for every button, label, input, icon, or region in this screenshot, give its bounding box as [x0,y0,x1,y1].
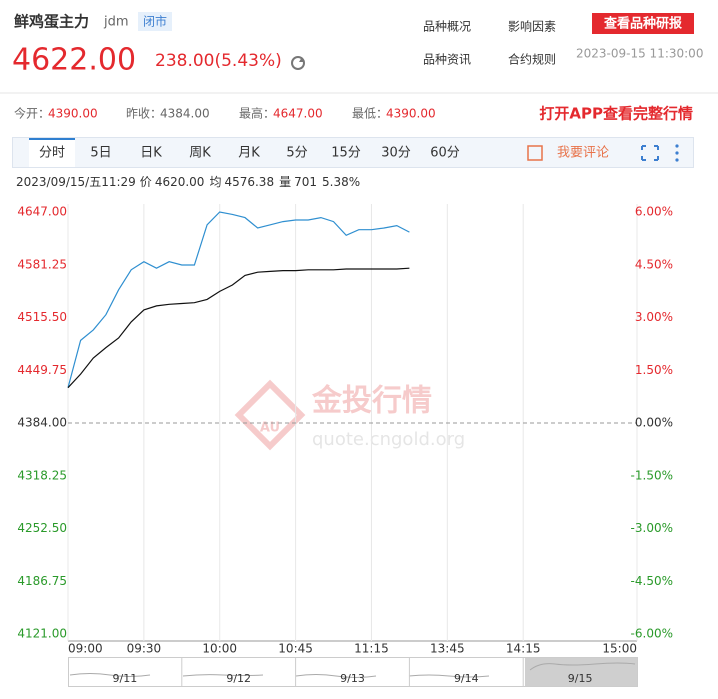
y-tick-label: 4449.75 [17,363,67,377]
x-tick-label: 15:00 [602,642,637,656]
status-badge [138,12,172,31]
x-tick-label: 09:00 [68,642,103,656]
y-tick-label: 4581.25 [17,257,67,271]
x-tick-label: 11:15 [354,642,389,656]
x-tick-label: 13:45 [430,642,465,656]
price-line [67,211,410,388]
report-button-text[interactable]: 查看品种研报 [603,16,683,32]
info-label: 价 [140,175,152,189]
price-line [67,267,410,389]
info-value: 4576.38 [224,175,274,189]
y-tick-label: 4186.75 [17,574,67,588]
stat-value: 4384.00 [160,107,210,121]
info-label: 量 [279,175,291,189]
navigator-date: 9/15 [568,672,593,685]
fullscreen-icon[interactable] [641,145,659,161]
tab[interactable]: 5分 [286,146,307,161]
watermark: AU 金投行情 quote.cngold.org [234,379,465,451]
y2-tick-label: 6.00% [635,205,673,219]
info-value: 5.38% [322,175,360,189]
active-tab [29,138,75,167]
navigator-date: 9/11 [113,672,138,685]
y2-tick-label: -4.50% [631,574,673,588]
y-tick-label: 4252.50 [17,521,67,535]
y-tick-label: 4384.00 [17,416,67,430]
navigator-sparkline [69,662,636,678]
app-link[interactable]: 打开APP查看完整行情 [539,105,693,123]
y-tick-label: 4318.25 [17,468,67,482]
x-tick-label: 09:30 [127,642,162,656]
watermark-url: quote.cngold.org [312,429,465,450]
info-label: 均 [209,175,221,189]
link[interactable]: 影响因素 [508,19,556,34]
tab[interactable]: 30分 [381,146,411,161]
info-value: 4620.00 [155,175,205,189]
stat-label: 今开： [14,106,50,121]
y2-tick-label: 3.00% [635,310,673,324]
watermark-logo [234,379,306,451]
x-tick-label: 14:15 [506,642,541,656]
more-icon[interactable] [675,144,679,162]
stat-label: 最低： [352,107,388,121]
navigator-date: 9/12 [226,672,251,685]
comment-icon[interactable] [527,145,543,161]
comment-link[interactable]: 我要评论 [557,146,609,161]
tab[interactable]: 分时 [39,146,65,161]
tab[interactable]: 月K [238,146,260,161]
y2-tick-label: -6.00% [631,627,673,641]
stat-label: 最高： [239,106,275,121]
y2-tick-label: 4.50% [635,257,673,271]
stat-value: 4390.00 [386,107,436,121]
x-tick-label: 10:45 [278,642,313,656]
y2-tick-label: 1.50% [635,363,673,377]
info-line: 2023/09/15/五11:29 价 4620.00 均 4576.38 量 701 5.3… [16,175,360,189]
stat-value: 4390.00 [48,107,98,121]
price-change: 238.00(5.43%) [155,51,282,71]
tab-bar [12,137,694,168]
report-button[interactable] [592,13,694,34]
y2-tick-label: -3.00% [631,521,673,535]
tab[interactable]: 15分 [331,146,361,161]
status-text: 闭市 [143,14,167,29]
x-tick-label: 10:00 [202,642,237,656]
tab[interactable]: 5日 [90,146,111,161]
link[interactable]: 合约规则 [508,52,556,67]
y2-tick-label: -1.50% [631,468,673,482]
watermark-logo-text: AU [260,421,280,436]
tab[interactable]: 60分 [430,146,460,161]
y-tick-label: 4121.00 [17,627,67,641]
stat-label: 昨收： [126,107,162,121]
product-code: jdm [103,15,129,30]
tab[interactable]: 日K [140,146,162,161]
y2-tick-label: 0.00% [635,416,673,430]
info-value: 701 [294,175,317,189]
stat-value: 4647.00 [273,107,323,121]
navigator-date: 9/14 [454,672,479,685]
timestamp: 2023-09-15 11:30:00 [576,47,703,61]
price: 4622.00 [12,43,136,78]
link[interactable]: 品种概况 [423,20,471,34]
product-name: 鲜鸡蛋主力 [14,13,89,31]
refresh-icon[interactable] [291,56,305,70]
link[interactable]: 品种资讯 [423,53,471,67]
chart: 09:00 09:30 10:00 10:45 11:15 13:45 14:15 15:00… [17,204,673,656]
info-time: 2023/09/15/五11:29 [16,175,136,189]
navigator-date: 9/13 [340,672,365,685]
y-tick-label: 4515.50 [17,310,67,324]
y-tick-label: 4647.00 [17,205,67,219]
tab[interactable]: 周K [189,146,211,161]
